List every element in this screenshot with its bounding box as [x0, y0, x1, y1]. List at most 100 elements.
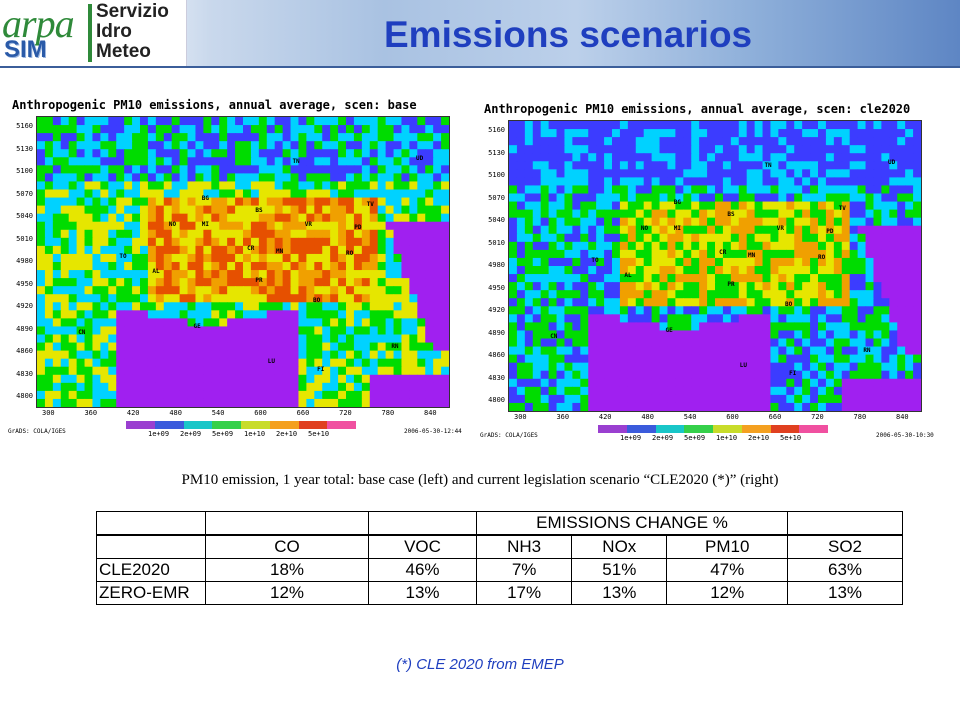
y-tick-label: 4980 [488, 261, 505, 269]
city-label: PD [354, 224, 362, 232]
table-cell: 13% [571, 581, 668, 605]
y-tick-label: 5010 [16, 234, 33, 243]
table-group-header-row: EMISSIONS CHANGE % [96, 511, 903, 536]
colorbar-swatch [684, 425, 713, 433]
table-empty-cell [368, 511, 477, 536]
colorbar-labels: 1e+09 2e+09 5e+09 1e+10 2e+10 5e+10 [148, 430, 340, 438]
colorbar-label: 5e+09 [684, 434, 706, 442]
emission-map-plot: TN UD BG TV BS NO MI VR PD TO CR MN RO AL PR BO CN GE LU FI… [508, 120, 922, 412]
x-axis-labels: 300 360 420 480 540 600 660 720 780 840 [36, 409, 448, 419]
colorbar-swatch [241, 421, 270, 429]
y-tick-label: 4830 [16, 369, 33, 378]
city-label: MN [747, 251, 756, 259]
city-label: TV [838, 205, 846, 213]
city-label: BO [785, 300, 793, 308]
city-label: TN [764, 161, 772, 169]
city-label: LU [739, 361, 747, 369]
table-cell: 12% [205, 581, 369, 605]
colorbar-label: 5e+09 [212, 430, 234, 438]
table-cell: 7% [475, 558, 573, 582]
city-label: GE [193, 322, 201, 330]
y-tick-label: 4920 [488, 306, 505, 314]
table-cell: 63% [787, 558, 903, 582]
city-label: TV [366, 201, 374, 209]
logo-line-3: Meteo [96, 41, 151, 62]
city-label: FI [789, 370, 797, 378]
y-tick-label: 4950 [16, 279, 33, 288]
x-tick-label: 660 [296, 409, 310, 417]
colorbar-label: 1e+09 [148, 430, 170, 438]
y-tick-label: 5070 [488, 193, 505, 202]
colorbar-label: 1e+09 [620, 434, 642, 442]
city-label: UD [888, 158, 896, 166]
y-tick-label: 4830 [488, 373, 505, 382]
city-label: VR [776, 225, 785, 233]
logo-arpa-text: arpa [2, 1, 75, 46]
y-tick-label: 4920 [16, 302, 33, 310]
x-tick-label: 300 [514, 413, 527, 421]
city-label: MI [673, 225, 682, 233]
colorbar-swatch [770, 425, 800, 433]
city-label: FI [317, 366, 325, 374]
column-header-pm10: PM10 [666, 534, 788, 559]
table-cell: 12% [666, 581, 788, 605]
table-empty-cell [787, 511, 903, 536]
colorbar-swatch [212, 421, 241, 429]
city-label: BS [255, 206, 263, 214]
city-label: BS [727, 210, 735, 218]
table-cell: 46% [368, 558, 477, 582]
x-tick-label: 480 [641, 413, 654, 421]
x-tick-label: 360 [84, 409, 98, 417]
table-cell: 47% [666, 558, 788, 582]
emission-field [509, 121, 921, 411]
city-label: PR [255, 276, 263, 284]
header-banner: arpa SIM Servizio Idro Meteo Emissions s… [0, 0, 960, 68]
colorbar-label: 2e+10 [748, 434, 770, 442]
colorbar-swatch [183, 421, 213, 429]
table-cell: 13% [368, 581, 477, 605]
table-empty-cell [205, 511, 369, 536]
colorbar-swatch [741, 425, 771, 433]
y-tick-label: 5130 [16, 144, 33, 153]
y-tick-label: 4860 [16, 347, 33, 355]
x-axis-labels: 300 360 420 480 540 600 660 720 780 840 [508, 413, 920, 423]
y-axis-labels: 5160 5130 5100 5070 5040 5010 4980 4950 4920 4890… [480, 120, 505, 410]
x-tick-label: 480 [169, 409, 182, 417]
colorbar-swatch [713, 425, 742, 433]
y-tick-label: 5040 [488, 216, 505, 224]
city-label: GE [665, 326, 673, 334]
city-label: CR [247, 244, 255, 252]
table-cell: 51% [571, 558, 668, 582]
x-tick-label: 420 [598, 413, 612, 421]
x-tick-label: 780 [381, 409, 395, 417]
y-tick-label: 4800 [16, 392, 33, 400]
city-label: BG [201, 195, 210, 203]
city-label: RN [391, 343, 399, 351]
colorbar-swatch [799, 425, 828, 433]
x-tick-label: 840 [896, 413, 909, 421]
colorbar-label: 2e+09 [652, 434, 674, 442]
city-label: NO [168, 221, 177, 229]
table-group-header: EMISSIONS CHANGE % [476, 511, 788, 536]
y-tick-label: 5130 [488, 148, 505, 157]
emissions-change-table: EMISSIONS CHANGE % CO VOC NH3 NOx PM10 S… [96, 511, 903, 605]
colorbar-swatch [126, 421, 155, 429]
city-label: PD [826, 228, 834, 236]
y-tick-label: 5040 [16, 212, 33, 220]
table-row: CLE2020 18% 46% 7% 51% 47% 63% [96, 558, 903, 582]
table-corner-cell [96, 534, 206, 559]
city-label: CR [719, 248, 727, 256]
x-tick-label: 600 [254, 409, 267, 417]
map-title: Anthropogenic PM10 emissions, annual ave… [484, 102, 911, 116]
city-label: RO [818, 254, 826, 262]
emission-map-plot: TN UD BG TV BS NO MI VR PD TO CR MN RO AL PR BO CN GE LU FI… [36, 116, 450, 408]
y-tick-label: 5100 [488, 171, 505, 179]
colorbar-swatch [626, 425, 656, 433]
x-tick-label: 600 [726, 413, 739, 421]
footnote: (*) CLE 2020 from EMEP [396, 656, 564, 673]
column-header-co: CO [205, 534, 369, 559]
colorbar-swatch [327, 421, 356, 429]
city-label: NO [640, 225, 649, 233]
y-tick-label: 4890 [16, 324, 33, 333]
arpa-logo: arpa SIM Servizio Idro Meteo [0, 0, 187, 66]
